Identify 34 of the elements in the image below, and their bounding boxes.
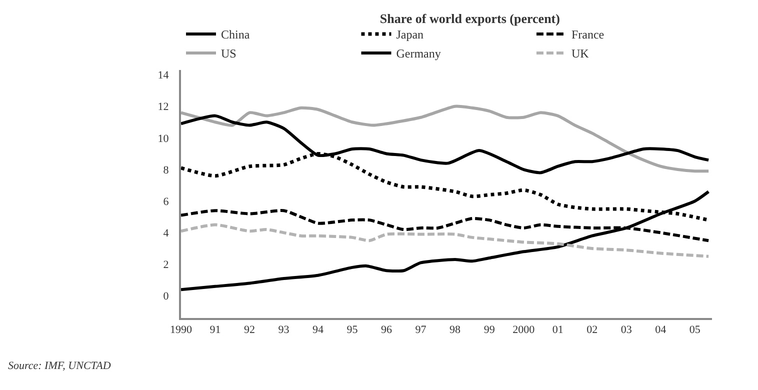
x-tick-label: 98 bbox=[450, 324, 462, 336]
legend-label: Germany bbox=[396, 46, 441, 61]
x-tick-label: 03 bbox=[620, 324, 632, 336]
x-tick-label: 94 bbox=[312, 324, 324, 336]
line-series bbox=[181, 223, 710, 258]
x-tick-label: 2000 bbox=[512, 324, 536, 336]
y-tick-label: 6 bbox=[163, 196, 170, 208]
y-tick-label: 2 bbox=[163, 259, 169, 272]
y-tick-label: 14 bbox=[158, 70, 170, 82]
legend-label: UK bbox=[571, 46, 590, 61]
source-note: Source: IMF, UNCTAD bbox=[8, 360, 111, 372]
x-tick-label: 05 bbox=[689, 324, 701, 336]
x-tick-label: 97 bbox=[415, 324, 427, 336]
x-tick-label: 91 bbox=[210, 324, 221, 336]
line-series bbox=[181, 104, 710, 173]
y-tick-label: 12 bbox=[158, 101, 169, 114]
chart-title: Share of world exports (percent) bbox=[380, 10, 560, 26]
y-tick-label: 4 bbox=[163, 228, 170, 240]
x-tick-label: 96 bbox=[381, 324, 393, 336]
y-tick-label: 0 bbox=[163, 290, 170, 303]
x-tick-label: 95 bbox=[346, 324, 358, 336]
x-tick-label: 92 bbox=[244, 324, 256, 336]
x-tick-label: 1990 bbox=[170, 324, 192, 336]
y-tick-label: 10 bbox=[158, 132, 170, 145]
x-tick-label: 01 bbox=[552, 324, 564, 336]
x-tick-label: 04 bbox=[655, 324, 667, 336]
x-tick-label: 93 bbox=[278, 324, 290, 336]
legend-label: Japan bbox=[396, 28, 424, 42]
legend-label: France bbox=[571, 28, 604, 42]
legend-label: China bbox=[221, 28, 250, 42]
y-tick-label: 8 bbox=[163, 164, 170, 176]
x-tick-label: 02 bbox=[586, 324, 598, 336]
legend-label: US bbox=[221, 46, 236, 61]
x-tick-label: 99 bbox=[484, 324, 496, 336]
